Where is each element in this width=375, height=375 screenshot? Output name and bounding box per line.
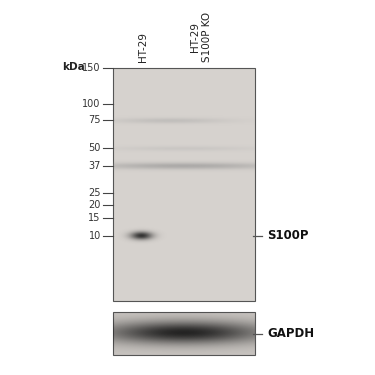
Text: 150: 150 bbox=[82, 63, 101, 73]
Text: 50: 50 bbox=[88, 143, 101, 153]
Text: HT-29
S100P KO: HT-29 S100P KO bbox=[190, 12, 212, 62]
Text: HT-29: HT-29 bbox=[138, 32, 148, 62]
Text: 100: 100 bbox=[82, 99, 101, 109]
Text: 15: 15 bbox=[88, 213, 101, 223]
Text: kDa: kDa bbox=[62, 62, 85, 72]
Text: S100P: S100P bbox=[267, 229, 309, 242]
Text: 37: 37 bbox=[88, 161, 101, 171]
Text: 75: 75 bbox=[88, 115, 101, 125]
Text: 20: 20 bbox=[88, 200, 101, 210]
Bar bbox=[113, 312, 255, 356]
Bar bbox=[113, 68, 255, 301]
Text: GAPDH: GAPDH bbox=[267, 327, 315, 340]
Text: 25: 25 bbox=[88, 188, 101, 198]
Text: 10: 10 bbox=[88, 231, 101, 241]
